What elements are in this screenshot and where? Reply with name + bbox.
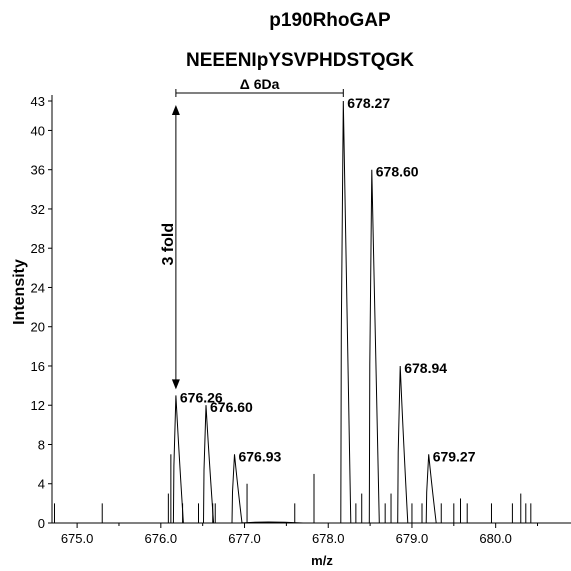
fold-arrow-head-top [171, 105, 180, 115]
peak-label: 678.60 [376, 164, 419, 180]
y-tick-label: 28 [31, 241, 45, 256]
x-tick-label: 679.0 [396, 531, 429, 546]
peak-label: 676.93 [238, 448, 281, 464]
y-tick-label: 20 [31, 320, 45, 335]
spectrum-trace [172, 100, 437, 524]
y-tick-label: 4 [38, 477, 45, 492]
y-tick-label: 8 [38, 437, 45, 452]
delta-label: Δ 6Da [240, 76, 280, 92]
x-axis-ticks: 675.0 676.0 677.0 678.0 679.0 680.0 [61, 523, 539, 546]
peak-label: 678.27 [347, 95, 390, 111]
y-tick-label: 32 [31, 202, 45, 217]
y-tick-label: 16 [31, 359, 45, 374]
peak-label: 676.60 [210, 399, 253, 415]
x-tick-label: 676.0 [145, 531, 178, 546]
y-tick-label: 36 [31, 163, 45, 178]
chart-subtitle: NEEENIpYSVPHDSTQGK [186, 50, 414, 71]
peak-label: 678.94 [404, 360, 447, 376]
y-axis-title: Intensity [11, 259, 28, 325]
peak-label: 679.27 [433, 448, 476, 464]
noise-spikes [54, 454, 532, 523]
y-axis-ticks: 0 4 8 12 16 20 24 28 32 36 40 43 [31, 94, 52, 531]
fold-label: 3 fold [160, 223, 177, 266]
delta-annotation: Δ 6Da [175, 76, 344, 97]
y-tick-label: 0 [38, 516, 45, 531]
x-tick-label: 678.0 [312, 531, 345, 546]
chart-title: p190RhoGAP [269, 10, 391, 31]
peak-label: 676.26 [180, 389, 223, 405]
y-tick-label: 12 [31, 398, 45, 413]
x-axis-title: m/z [311, 553, 333, 568]
fold-arrow-head-bottom [171, 379, 180, 390]
x-tick-label: 677.0 [228, 531, 261, 546]
y-tick-label: 40 [31, 123, 45, 138]
y-tick-label: 24 [31, 280, 45, 295]
fold-annotation: 3 fold [160, 105, 180, 390]
x-tick-label: 675.0 [61, 531, 94, 546]
x-tick-label: 680.0 [479, 531, 512, 546]
y-tick-label: 43 [31, 94, 45, 109]
